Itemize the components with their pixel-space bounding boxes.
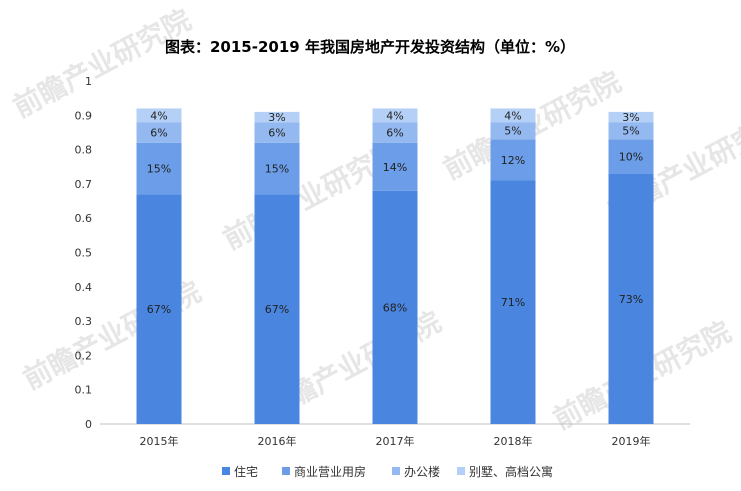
legend-swatch — [222, 467, 230, 475]
x-tick-label: 2015年 — [140, 434, 179, 448]
data-label: 10% — [619, 150, 643, 163]
watermark-text: 前瞻产业研究院 — [8, 3, 197, 124]
data-label: 4% — [150, 109, 167, 122]
legend-label: 商业营业用房 — [294, 464, 366, 479]
y-tick-label: 0.4 — [75, 281, 93, 294]
data-label: 5% — [622, 125, 639, 138]
bar-segment — [372, 142, 418, 191]
data-label: 6% — [386, 126, 403, 139]
bar-segment — [490, 180, 536, 424]
bar-segment — [372, 122, 418, 143]
y-tick-label: 0.7 — [75, 178, 93, 191]
bar-segment — [254, 111, 300, 123]
x-tick-label: 2019年 — [612, 434, 651, 448]
bar-segment — [136, 108, 182, 123]
data-label: 15% — [265, 162, 289, 175]
data-label: 67% — [265, 303, 289, 316]
y-tick-label: 1 — [85, 75, 92, 88]
bar-segment — [608, 173, 654, 424]
data-label: 4% — [504, 109, 521, 122]
data-label: 67% — [147, 303, 171, 316]
bar-segment — [254, 122, 300, 143]
bar-segment — [372, 190, 418, 424]
y-tick-label: 0.3 — [75, 315, 93, 328]
data-label: 5% — [504, 125, 521, 138]
data-label: 73% — [619, 293, 643, 306]
legend: 住宅 商业营业用房 办公楼 别墅、高档公寓 — [222, 464, 553, 479]
data-label: 14% — [383, 161, 407, 174]
bar-segment — [136, 122, 182, 143]
y-tick-label: 0.8 — [75, 144, 93, 157]
bar-segment — [254, 142, 300, 195]
y-tick-label: 0.9 — [75, 109, 93, 122]
legend-label: 住宅 — [234, 464, 258, 479]
bar-segment — [608, 111, 654, 123]
x-tick-label: 2017年 — [376, 434, 415, 448]
x-tick-label: 2016年 — [258, 434, 297, 448]
legend-label: 办公楼 — [404, 464, 440, 479]
data-label: 6% — [150, 126, 167, 139]
legend-label: 别墅、高档公寓 — [469, 464, 553, 479]
bar-segment — [490, 122, 536, 140]
y-tick-label: 0.2 — [75, 349, 93, 362]
y-tick-label: 0.1 — [75, 384, 93, 397]
legend-swatch — [392, 467, 400, 475]
data-label: 3% — [622, 111, 639, 124]
bar-segment — [372, 108, 418, 123]
legend-swatch — [457, 467, 465, 475]
chart-title: 图表：2015-2019 年我国房地产开发投资结构（单位：%） — [165, 38, 575, 56]
data-label: 6% — [268, 126, 285, 139]
bar-segment — [608, 139, 654, 174]
data-label: 4% — [386, 109, 403, 122]
y-axis: 0 0.1 0.2 0.3 0.4 0.5 0.6 0.7 0.8 0.9 1 — [75, 75, 93, 431]
bar-segment — [490, 139, 536, 181]
y-tick-label: 0.6 — [75, 212, 93, 225]
data-label: 71% — [501, 296, 525, 309]
data-label: 3% — [268, 111, 285, 124]
x-axis: 2015年 2016年 2017年 2018年 2019年 — [140, 434, 651, 448]
data-label: 68% — [383, 301, 407, 314]
bar-segment — [136, 194, 182, 424]
bar-segment — [136, 142, 182, 195]
data-label: 15% — [147, 162, 171, 175]
legend-swatch — [282, 467, 290, 475]
x-tick-label: 2018年 — [494, 434, 533, 448]
bar-segment — [254, 194, 300, 424]
y-tick-label: 0 — [85, 418, 92, 431]
bar-segment — [608, 122, 654, 140]
bar-segment — [490, 108, 536, 123]
data-label: 12% — [501, 154, 525, 167]
bars: 67% 15% 6% 4% 67% 15% 6% 3% 68% 14% 6% 4% 71% 12% 5% 4%… — [136, 108, 654, 424]
y-tick-label: 0.5 — [75, 247, 93, 260]
